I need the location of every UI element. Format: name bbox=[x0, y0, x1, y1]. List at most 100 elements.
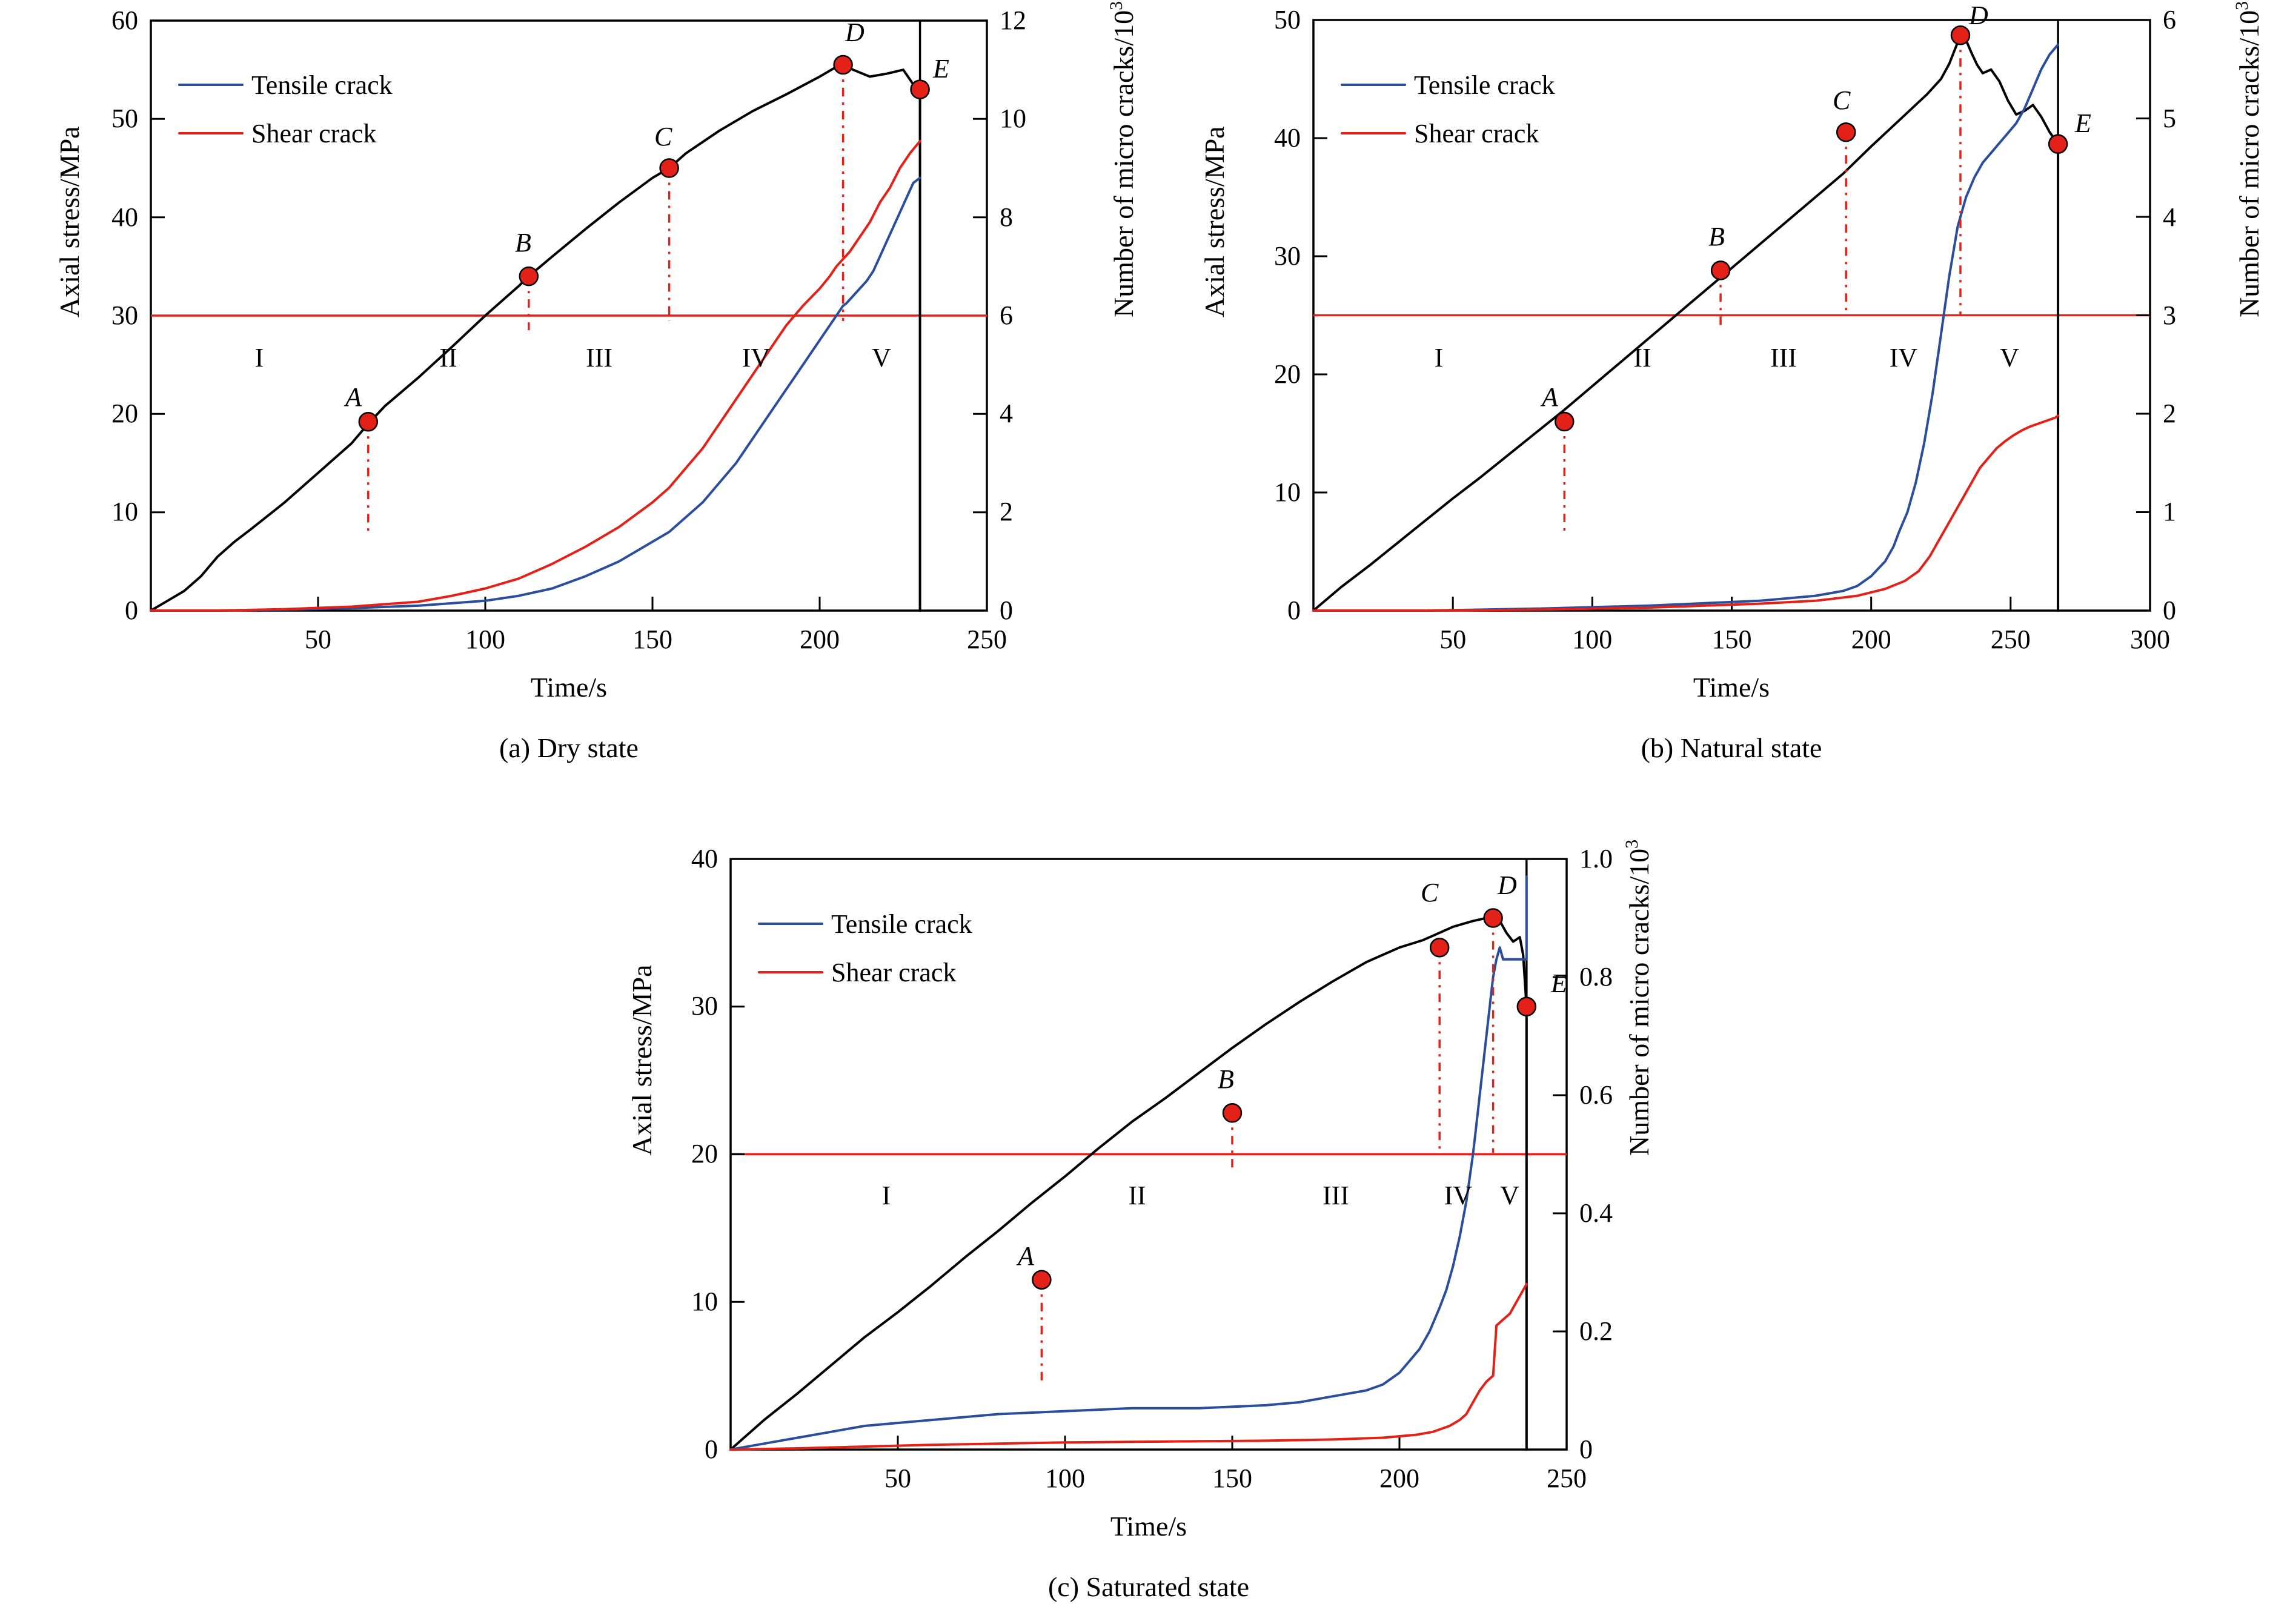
svg-text:D: D bbox=[1968, 1, 1988, 30]
svg-text:250: 250 bbox=[1991, 625, 2031, 654]
svg-text:30: 30 bbox=[111, 300, 138, 330]
svg-text:100: 100 bbox=[465, 625, 505, 654]
svg-text:Time/s: Time/s bbox=[1693, 672, 1770, 703]
svg-text:0: 0 bbox=[1579, 1434, 1593, 1464]
svg-text:0: 0 bbox=[1000, 595, 1013, 625]
svg-text:50: 50 bbox=[111, 104, 138, 133]
svg-text:Axial stress/MPa: Axial stress/MPa bbox=[626, 964, 657, 1156]
svg-text:4: 4 bbox=[2163, 202, 2176, 232]
svg-text:Axial stress/MPa: Axial stress/MPa bbox=[1199, 126, 1230, 317]
svg-text:0: 0 bbox=[705, 1434, 718, 1464]
svg-text:III: III bbox=[1770, 343, 1797, 373]
svg-text:(c) Saturated state: (c) Saturated state bbox=[1048, 1571, 1249, 1602]
svg-text:250: 250 bbox=[967, 625, 1007, 654]
svg-text:150: 150 bbox=[1712, 625, 1752, 654]
svg-text:Tensile crack: Tensile crack bbox=[831, 909, 972, 939]
svg-text:50: 50 bbox=[1439, 625, 1466, 654]
svg-text:0.8: 0.8 bbox=[1579, 962, 1613, 992]
svg-text:1: 1 bbox=[2163, 497, 2176, 526]
svg-text:150: 150 bbox=[1212, 1463, 1252, 1493]
svg-text:(a) Dry state: (a) Dry state bbox=[499, 732, 639, 763]
svg-text:Shear crack: Shear crack bbox=[831, 958, 956, 987]
svg-text:100: 100 bbox=[1045, 1463, 1085, 1493]
svg-text:50: 50 bbox=[1274, 5, 1301, 35]
svg-text:0: 0 bbox=[2163, 595, 2176, 625]
svg-text:200: 200 bbox=[1851, 625, 1891, 654]
svg-text:Axial stress/MPa: Axial stress/MPa bbox=[54, 126, 85, 317]
svg-text:Time/s: Time/s bbox=[531, 672, 607, 703]
svg-text:C: C bbox=[1421, 878, 1439, 907]
svg-text:II: II bbox=[1128, 1181, 1146, 1210]
svg-text:2: 2 bbox=[1000, 497, 1013, 526]
svg-text:20: 20 bbox=[111, 399, 138, 428]
svg-text:B: B bbox=[1218, 1064, 1234, 1094]
svg-text:0.4: 0.4 bbox=[1579, 1198, 1613, 1228]
svg-text:50: 50 bbox=[305, 625, 331, 654]
svg-text:3: 3 bbox=[2163, 300, 2176, 330]
svg-text:IV: IV bbox=[1444, 1181, 1473, 1210]
svg-text:6: 6 bbox=[2163, 5, 2176, 35]
svg-text:0.6: 0.6 bbox=[1579, 1080, 1613, 1110]
svg-text:0: 0 bbox=[125, 595, 138, 625]
svg-text:V: V bbox=[2000, 343, 2019, 373]
svg-text:40: 40 bbox=[691, 844, 718, 873]
svg-text:10: 10 bbox=[1274, 477, 1301, 507]
svg-text:10: 10 bbox=[1000, 104, 1026, 133]
svg-text:V: V bbox=[872, 343, 891, 373]
svg-text:Tensile crack: Tensile crack bbox=[251, 70, 393, 100]
svg-text:50: 50 bbox=[884, 1463, 911, 1493]
svg-text:Tensile crack: Tensile crack bbox=[1414, 70, 1555, 100]
svg-text:30: 30 bbox=[1274, 241, 1301, 271]
svg-text:40: 40 bbox=[1274, 123, 1301, 153]
svg-text:200: 200 bbox=[1379, 1463, 1419, 1493]
svg-text:I: I bbox=[1435, 343, 1444, 373]
svg-text:E: E bbox=[932, 54, 949, 84]
svg-text:III: III bbox=[586, 343, 612, 373]
svg-text:Shear crack: Shear crack bbox=[251, 119, 376, 148]
svg-text:II: II bbox=[1633, 343, 1651, 373]
svg-text:I: I bbox=[255, 343, 264, 373]
svg-text:D: D bbox=[845, 18, 865, 47]
svg-text:C: C bbox=[654, 122, 672, 151]
svg-text:250: 250 bbox=[1547, 1463, 1587, 1493]
svg-text:0.2: 0.2 bbox=[1579, 1316, 1613, 1346]
svg-text:40: 40 bbox=[111, 202, 138, 232]
svg-text:4: 4 bbox=[1000, 399, 1013, 428]
svg-text:300: 300 bbox=[2130, 625, 2170, 654]
svg-text:100: 100 bbox=[1572, 625, 1612, 654]
svg-text:A: A bbox=[1016, 1241, 1035, 1271]
svg-text:20: 20 bbox=[1274, 359, 1301, 389]
svg-text:30: 30 bbox=[691, 991, 718, 1021]
svg-text:0: 0 bbox=[1287, 595, 1301, 625]
svg-text:6: 6 bbox=[1000, 300, 1013, 330]
svg-text:Shear crack: Shear crack bbox=[1414, 119, 1539, 148]
svg-text:III: III bbox=[1323, 1181, 1349, 1210]
svg-text:A: A bbox=[344, 382, 362, 412]
svg-text:D: D bbox=[1497, 870, 1517, 900]
svg-text:(b) Natural state: (b) Natural state bbox=[1641, 732, 1822, 763]
svg-text:A: A bbox=[1540, 382, 1559, 412]
svg-text:20: 20 bbox=[691, 1139, 718, 1168]
svg-text:B: B bbox=[1708, 222, 1725, 251]
svg-text:IV: IV bbox=[742, 343, 771, 373]
svg-text:2: 2 bbox=[2163, 399, 2176, 428]
svg-text:10: 10 bbox=[111, 497, 138, 526]
svg-text:Time/s: Time/s bbox=[1110, 1511, 1187, 1542]
svg-text:60: 60 bbox=[111, 5, 138, 35]
svg-text:I: I bbox=[882, 1181, 891, 1210]
svg-text:10: 10 bbox=[691, 1287, 718, 1316]
svg-text:Number of micro cracks/103: Number of micro cracks/103 bbox=[1106, 1, 1139, 317]
svg-text:1.0: 1.0 bbox=[1579, 844, 1613, 873]
svg-text:E: E bbox=[1550, 969, 1567, 998]
svg-text:II: II bbox=[439, 343, 457, 373]
svg-text:5: 5 bbox=[2163, 104, 2176, 133]
svg-text:Number of micro cracks/103: Number of micro cracks/103 bbox=[2232, 1, 2265, 317]
svg-text:8: 8 bbox=[1000, 202, 1013, 232]
svg-text:B: B bbox=[515, 228, 531, 257]
svg-text:V: V bbox=[1500, 1181, 1519, 1210]
svg-text:150: 150 bbox=[632, 625, 672, 654]
svg-text:C: C bbox=[1833, 85, 1851, 115]
svg-text:200: 200 bbox=[800, 625, 840, 654]
svg-text:Number of micro cracks/103: Number of micro cracks/103 bbox=[1622, 840, 1654, 1156]
svg-text:12: 12 bbox=[1000, 5, 1026, 35]
